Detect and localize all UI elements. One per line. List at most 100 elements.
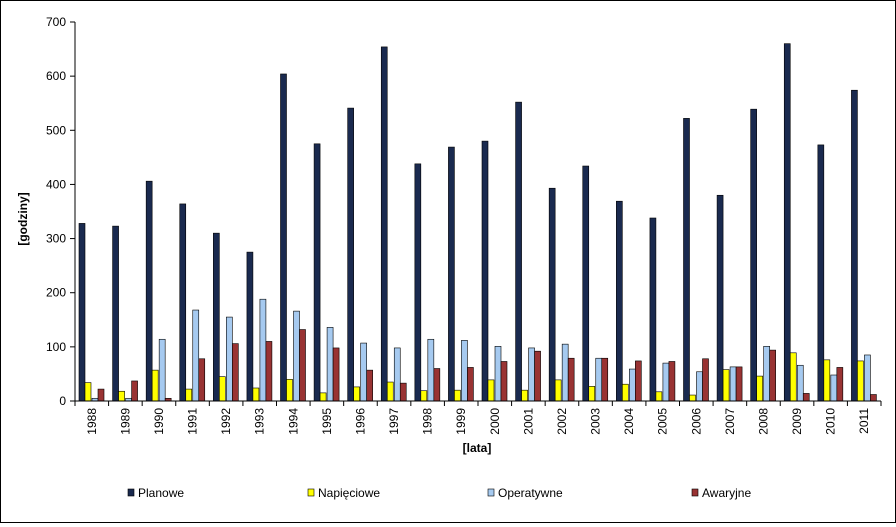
legend-label-planowe: Planowe: [138, 486, 184, 500]
bar-operatywne-1993: [259, 298, 267, 402]
x-tick-label: 1988: [85, 408, 99, 435]
bar-napięciowe-2009: [789, 352, 797, 402]
bar-awaryjne-2006: [702, 358, 709, 402]
y-tick-label: 100: [46, 340, 66, 354]
bar-planowe-1993: [246, 251, 254, 402]
bar-napięciowe-2005: [655, 391, 663, 402]
x-axis-title: [lata]: [463, 441, 492, 455]
bar-napięciowe-1991: [185, 388, 193, 402]
x-tick-label: 2009: [790, 408, 804, 435]
bar-awaryjne-1995: [332, 347, 340, 402]
x-axis-ticks: 1988 1989 1990 1991 1992 1993 1994 1995 1996 1997…: [74, 401, 882, 435]
bar-operatywne-1990: [158, 338, 166, 402]
x-tick-label: 1991: [186, 408, 200, 435]
x-tick-label: 1990: [152, 408, 166, 435]
bar-planowe-1991: [179, 203, 187, 402]
y-axis-title: [godziny]: [16, 192, 30, 245]
bar-planowe-1994: [280, 73, 287, 402]
bar-napięciowe-1995: [319, 392, 327, 402]
x-tick-label: 2007: [723, 408, 737, 435]
bar-napięciowe-2006: [689, 394, 696, 402]
x-tick-label: 2005: [656, 408, 670, 435]
legend-swatch-awaryjne: [691, 488, 699, 497]
x-tick-label: 2002: [555, 408, 569, 435]
bar-awaryjne-2010: [836, 367, 844, 402]
bar-planowe-1995: [313, 143, 321, 402]
bar-operatywne-2000: [494, 346, 502, 402]
bar-operatywne-1995: [326, 327, 334, 402]
bar-awaryjne-2007: [735, 366, 743, 402]
bar-planowe-2006: [683, 118, 690, 402]
bar-operatywne-2001: [528, 347, 535, 402]
bar-planowe-2005: [649, 217, 657, 402]
bar-planowe-2004: [616, 200, 623, 402]
bar-napięciowe-2003: [588, 386, 596, 402]
legend-swatch-planowe: [127, 488, 135, 497]
legend-label-napięciowe: Napięciowe: [318, 486, 380, 500]
bar-napięciowe-1988: [84, 382, 92, 402]
bar-operatywne-2011: [864, 354, 871, 402]
bar-awaryjne-2005: [668, 361, 676, 402]
bar-napięciowe-2002: [554, 379, 562, 402]
bar-operatywne-2005: [662, 362, 670, 402]
bar-awaryjne-2000: [500, 361, 508, 402]
bar-napięciowe-2010: [823, 359, 831, 402]
x-tick-label: 2004: [622, 408, 636, 435]
y-tick-label: 0: [59, 394, 66, 408]
bar-planowe-1999: [448, 146, 455, 402]
bar-operatywne-2006: [696, 371, 703, 402]
bar-operatywne-2008: [763, 346, 770, 402]
bar-planowe-2011: [851, 89, 858, 402]
bar-operatywne-2009: [796, 364, 804, 402]
bar-planowe-2001: [515, 101, 522, 402]
y-tick-label: 200: [46, 286, 66, 300]
legend-swatch-napięciowe: [307, 488, 315, 497]
bar-operatywne-2003: [595, 357, 603, 402]
legend: Planowe Napięciowe Operatywne Awaryjne: [127, 486, 751, 500]
y-tick-label: 400: [46, 177, 66, 191]
x-tick-label: 2003: [589, 408, 603, 435]
bar-awaryjne-1993: [265, 341, 273, 402]
bar-napięciowe-1998: [420, 390, 428, 402]
bar-awaryjne-1998: [433, 368, 441, 402]
bar-napięciowe-1990: [151, 369, 159, 402]
bar-series: [78, 43, 877, 402]
bar-planowe-2010: [817, 144, 825, 402]
bar-awaryjne-1989: [131, 380, 138, 402]
bar-awaryjne-1988: [97, 388, 105, 402]
y-axis-ticks: 0 100 200 300 400 500 600 700: [46, 15, 75, 408]
bar-planowe-2002: [548, 187, 556, 402]
y-tick-label: 600: [46, 69, 66, 83]
bar-planowe-1990: [145, 180, 153, 402]
x-tick-label: 2008: [756, 408, 770, 435]
bar-planowe-2000: [481, 140, 489, 402]
bar-napięciowe-2007: [722, 369, 730, 402]
bar-napięciowe-2011: [857, 360, 864, 402]
bar-awaryjne-2011: [870, 394, 877, 402]
bar-napięciowe-2004: [622, 383, 629, 402]
bar-napięciowe-1992: [219, 376, 226, 402]
y-tick-label: 700: [46, 15, 66, 29]
bar-planowe-1996: [347, 107, 354, 402]
legend-swatch-operatywne: [487, 488, 495, 497]
bar-napięciowe-2001: [521, 389, 528, 402]
bar-operatywne-1997: [393, 347, 401, 402]
x-tick-label: 2006: [689, 408, 703, 435]
bar-operatywne-1996: [360, 342, 367, 402]
y-tick-label: 500: [46, 123, 66, 137]
x-tick-label: 2011: [857, 408, 871, 434]
legend-label-operatywne: Operatywne: [498, 486, 563, 500]
bar-operatywne-1994: [293, 310, 300, 402]
bar-awaryjne-1991: [198, 358, 206, 402]
bar-planowe-2008: [750, 108, 757, 402]
bar-operatywne-2010: [830, 374, 838, 402]
bar-napięciowe-1996: [353, 386, 360, 402]
x-tick-label: 1999: [454, 408, 468, 435]
x-tick-label: 2001: [521, 408, 535, 435]
bar-planowe-1992: [213, 232, 220, 402]
bar-planowe-2009: [783, 43, 791, 402]
x-tick-label: 2000: [488, 408, 502, 435]
bar-awaryjne-1994: [299, 329, 306, 402]
